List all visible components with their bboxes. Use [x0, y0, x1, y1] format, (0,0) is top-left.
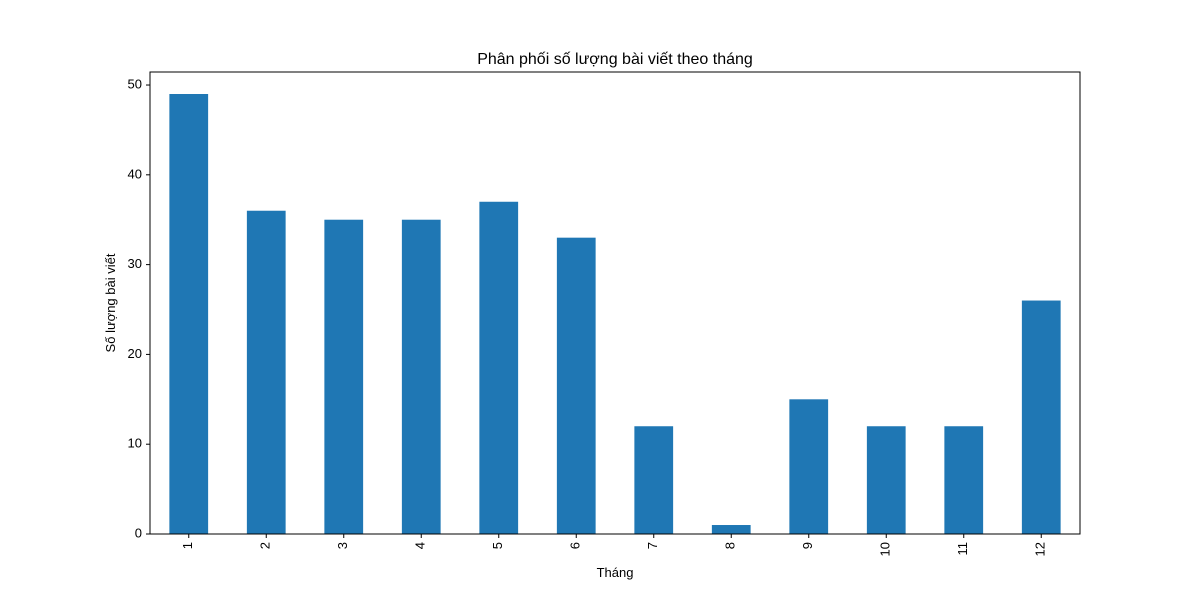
bar-month-11: [944, 426, 984, 534]
bar-month-8: [711, 525, 751, 534]
y-tick-label: 30: [128, 256, 142, 271]
bar-month-2: [246, 210, 286, 535]
x-tick-label: 11: [955, 542, 970, 556]
y-tick-label: 0: [135, 525, 142, 540]
bar-month-10: [866, 426, 906, 534]
x-tick-label: 7: [645, 542, 660, 549]
y-tick-label: 40: [128, 166, 142, 181]
bar-month-12: [1021, 300, 1061, 534]
x-tick-label: 8: [723, 542, 738, 549]
y-tick-label: 20: [128, 346, 142, 361]
x-axis-label: Tháng: [597, 565, 634, 580]
y-tick-label: 50: [128, 76, 142, 91]
plot-frame: [149, 71, 1081, 535]
x-tick-label: 3: [335, 542, 350, 549]
bar-month-4: [401, 219, 441, 534]
bar-month-6: [556, 237, 596, 534]
x-tick-label: 4: [413, 542, 428, 549]
x-tick-label: 12: [1033, 542, 1048, 556]
bars-layer: [169, 94, 1061, 535]
bar-month-5: [479, 201, 519, 534]
x-tick-label: 6: [568, 542, 583, 549]
x-tick-label: 1: [180, 542, 195, 549]
y-axis-label: Số lượng bài viết: [103, 253, 118, 352]
chart-title: Phân phối số lượng bài viết theo tháng: [477, 51, 753, 68]
x-tick-label: 9: [800, 542, 815, 549]
bar-month-9: [789, 399, 829, 534]
x-tick-label: 2: [258, 542, 273, 549]
y-tick-label: 10: [128, 436, 142, 451]
x-tick-label: 10: [878, 542, 893, 556]
x-tick-label: 5: [490, 542, 505, 549]
bar-month-3: [324, 219, 364, 534]
bar-month-7: [634, 426, 674, 534]
bar-month-1: [169, 94, 209, 534]
